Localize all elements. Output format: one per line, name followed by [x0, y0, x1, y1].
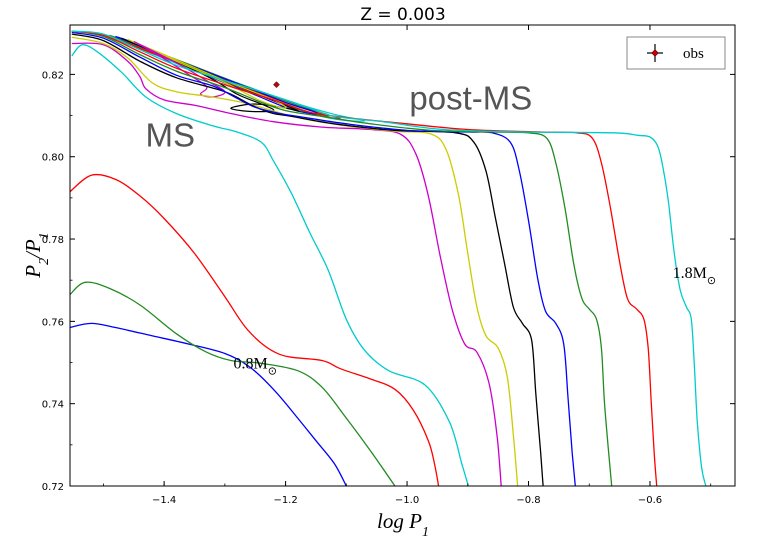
y-axis-label-sub2: 2 — [37, 258, 52, 265]
y-tick-label: 0.72 — [42, 482, 64, 493]
annotation-2: post-MS — [409, 79, 532, 116]
x-tick-label: −1.4 — [152, 495, 176, 506]
x-axis-label-text: log P — [377, 509, 422, 533]
chart-title: Z = 0.003 — [360, 5, 445, 25]
y-tick-label: 0.74 — [42, 400, 64, 411]
curve-group — [70, 30, 707, 486]
x-tick-label: −0.6 — [638, 495, 662, 506]
y-tick-label: 0.82 — [42, 70, 64, 81]
annotation-group: MS post-MS 0.8M⊙ 1.8M⊙ — [145, 79, 716, 377]
track-line-11 — [71, 30, 707, 486]
x-axis-label-subscript: 1 — [422, 525, 429, 540]
contour-line-6 — [127, 38, 287, 109]
track-line-1 — [70, 322, 347, 486]
legend-label-obs: obs — [683, 46, 704, 62]
plot-frame — [69, 24, 736, 487]
y-axis-label: P2/P1 — [21, 232, 52, 279]
track-line-4 — [71, 44, 470, 486]
axis-ticks: −1.4 −1.2 −1.0 −0.8 −0.6 0.72 0.74 0.76 0.78 0.80… — [42, 25, 735, 506]
y-axis-label-p2: P — [21, 265, 45, 279]
y-tick-label: 0.80 — [42, 153, 64, 164]
track-line-2 — [70, 281, 396, 486]
legend: obs — [626, 36, 726, 70]
x-tick-label: −1.2 — [273, 495, 297, 506]
y-axis-label-p1: /P — [21, 239, 45, 259]
track-line-5 — [71, 42, 502, 486]
annotation-1: MS — [145, 116, 195, 153]
track-line-9 — [71, 30, 613, 486]
x-axis-label: log P1 — [377, 509, 429, 540]
y-axis-label-sub1: 1 — [37, 232, 52, 239]
track-line-6 — [71, 36, 519, 486]
x-tick-label: −0.8 — [516, 495, 540, 506]
legend-box — [626, 36, 726, 70]
obs-point — [273, 81, 280, 89]
legend-diamond-marker — [651, 49, 659, 57]
y-tick-label: 0.78 — [42, 235, 64, 246]
annotation-4: 1.8M⊙ — [673, 265, 716, 287]
x-tick-label: −1.0 — [395, 495, 419, 506]
y-tick-label: 0.76 — [42, 317, 64, 328]
track-line-3 — [70, 173, 440, 486]
annotation-3: 0.8M⊙ — [234, 356, 277, 378]
